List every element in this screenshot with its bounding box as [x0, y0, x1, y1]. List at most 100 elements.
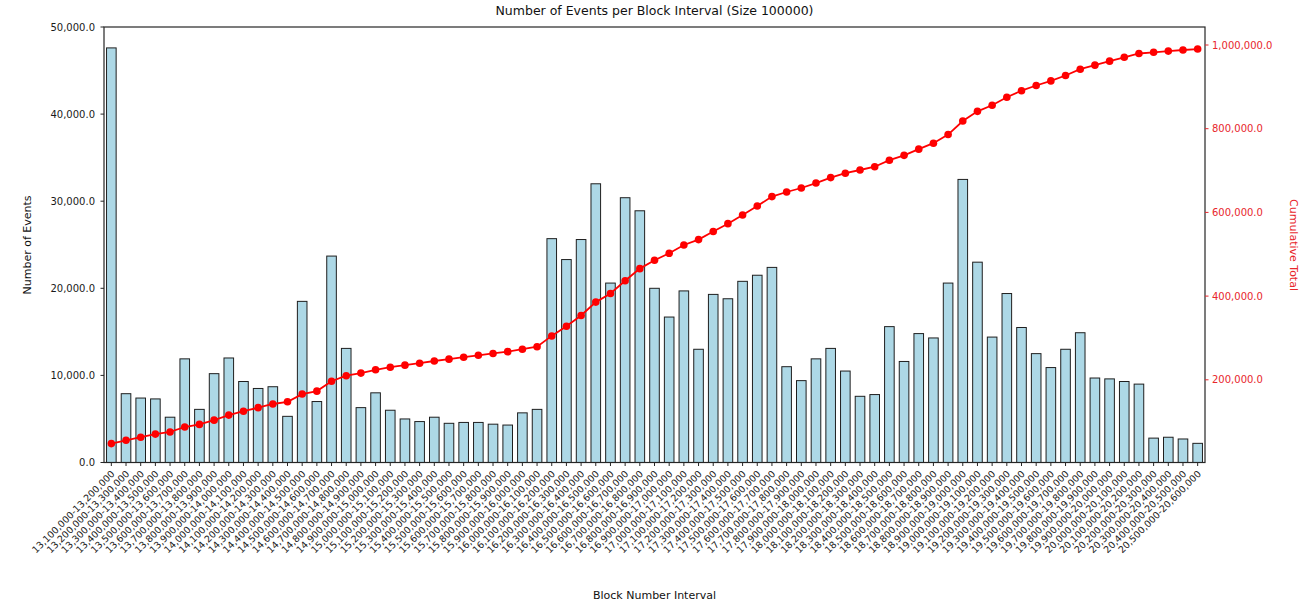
cumulative-marker: [1047, 77, 1055, 85]
bar: [1134, 384, 1144, 462]
bar: [1149, 438, 1159, 462]
cumulative-marker: [768, 193, 776, 201]
bar: [1002, 294, 1012, 463]
bar: [1090, 378, 1100, 462]
bar: [973, 262, 983, 462]
bar: [371, 393, 381, 463]
plot-area: 0.010,000.020,000.030,000.040,000.050,00…: [0, 0, 1304, 613]
cumulative-marker: [607, 290, 615, 298]
cumulative-marker: [240, 407, 248, 415]
cumulative-marker: [1150, 49, 1158, 57]
cumulative-marker: [122, 436, 130, 444]
cumulative-marker: [372, 366, 380, 374]
right-tick-label: 600,000.0: [1212, 207, 1263, 218]
bar: [268, 387, 278, 463]
bar: [914, 334, 924, 463]
cumulative-marker: [842, 169, 850, 177]
bar: [958, 179, 968, 462]
bar: [620, 198, 630, 463]
bar: [239, 381, 249, 462]
cumulative-marker: [1135, 50, 1143, 58]
cumulative-marker: [416, 359, 424, 367]
cumulative-marker: [284, 398, 292, 406]
right-tick-label: 400,000.0: [1212, 291, 1263, 302]
bar: [180, 359, 190, 463]
right-tick-label: 800,000.0: [1212, 123, 1263, 134]
bar: [1193, 443, 1203, 462]
bar: [327, 256, 337, 462]
bar: [899, 361, 909, 462]
cumulative-marker: [313, 387, 321, 395]
cumulative-marker: [1018, 87, 1026, 95]
bar: [195, 409, 205, 462]
cumulative-marker: [137, 433, 145, 441]
cumulative-marker: [342, 372, 350, 380]
bar: [929, 338, 939, 463]
cumulative-marker: [974, 108, 982, 116]
cumulative-marker: [519, 345, 527, 353]
bar: [1061, 349, 1071, 462]
left-tick-label: 0.0: [79, 457, 95, 468]
bar: [400, 419, 410, 463]
cumulative-marker: [709, 228, 717, 236]
bar: [283, 416, 293, 462]
bar: [444, 423, 454, 462]
cumulative-marker: [1194, 45, 1202, 53]
cumulative-marker: [533, 343, 541, 351]
bar: [1164, 437, 1174, 462]
left-tick-label: 40,000.0: [50, 109, 95, 120]
bar: [811, 359, 821, 463]
bar: [253, 388, 263, 462]
cumulative-marker: [445, 355, 453, 363]
cumulative-marker: [1106, 57, 1114, 65]
bar: [1178, 439, 1188, 463]
bar: [356, 408, 366, 463]
cumulative-marker: [210, 416, 218, 424]
cumulative-marker: [1062, 72, 1070, 80]
cumulative-marker: [812, 179, 820, 187]
bar: [885, 327, 895, 463]
cumulative-marker: [328, 377, 336, 385]
cumulative-marker: [680, 241, 688, 249]
bar: [459, 422, 469, 462]
cumulative-marker: [563, 322, 571, 330]
bar: [503, 425, 513, 462]
chart-figure: Number of Events per Block Interval (Siz…: [0, 0, 1304, 613]
bar: [987, 337, 997, 462]
cumulative-marker: [665, 249, 673, 257]
cumulative-marker: [959, 117, 967, 125]
cumulative-marker: [504, 348, 512, 356]
bar: [1031, 354, 1041, 463]
cumulative-marker: [1165, 47, 1173, 55]
bar: [855, 396, 865, 462]
bar: [518, 413, 528, 463]
bar: [679, 291, 689, 463]
cumulative-marker: [886, 156, 894, 164]
bar: [694, 349, 704, 462]
cumulative-marker: [944, 131, 952, 139]
bar: [841, 371, 851, 462]
bar: [107, 48, 117, 463]
bar: [474, 422, 484, 462]
cumulative-marker: [548, 332, 556, 340]
bar: [224, 358, 234, 463]
bar: [738, 281, 748, 462]
cumulative-marker: [695, 236, 703, 244]
bar: [723, 299, 733, 463]
cumulative-marker: [225, 411, 233, 419]
bar: [591, 184, 601, 463]
bar: [136, 398, 146, 462]
left-tick-label: 50,000.0: [50, 22, 95, 33]
left-tick-label: 30,000.0: [50, 196, 95, 207]
cumulative-marker: [871, 163, 879, 171]
cumulative-marker: [431, 357, 439, 365]
cumulative-marker: [1032, 82, 1040, 90]
bar: [488, 424, 498, 462]
bar: [635, 211, 645, 463]
cumulative-marker: [108, 440, 116, 448]
cumulative-marker: [460, 353, 468, 361]
bar: [826, 348, 836, 462]
cumulative-marker: [152, 430, 160, 438]
right-tick-label: 1,000,000.0: [1212, 40, 1272, 51]
cumulative-marker: [798, 184, 806, 192]
